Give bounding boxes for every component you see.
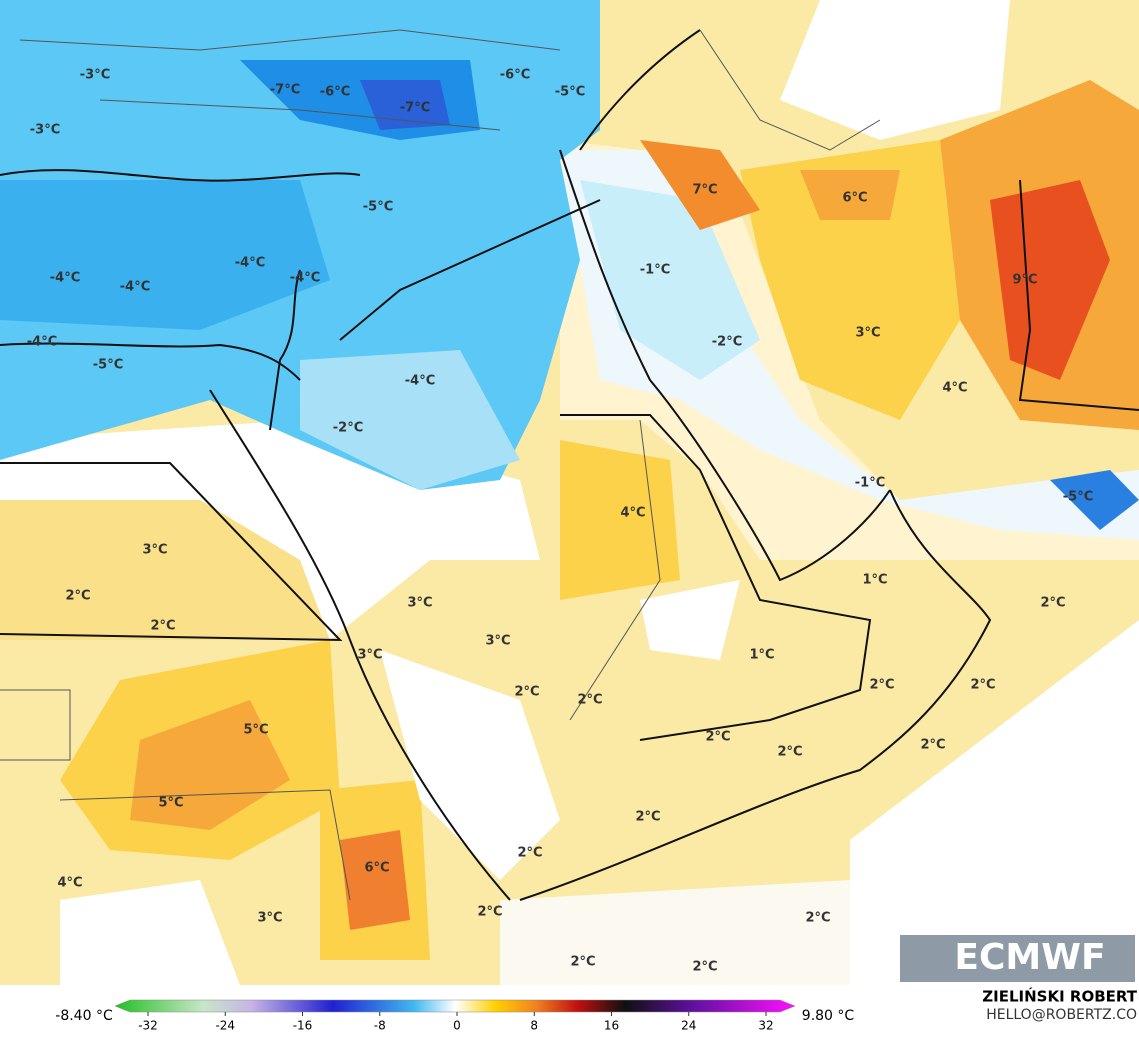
temperature-label: 2°C [65,589,90,604]
temperature-label: 2°C [692,960,717,975]
temperature-label: 2°C [570,955,595,970]
temperature-label: 9°C [1012,273,1037,288]
colorbar-bar [114,999,796,1013]
temperature-label: 3°C [257,911,282,926]
temperature-label: -4°C [235,256,265,271]
temperature-label: -6°C [320,85,350,100]
temperature-label: -7°C [270,83,300,98]
temperature-label: 1°C [749,648,774,663]
colorbar-tick-label: -32 [138,1019,158,1033]
colorbar-tick-label: 32 [758,1019,773,1033]
temperature-label: 6°C [842,191,867,206]
temperature-label: -3°C [80,68,110,83]
temperature-label: 2°C [805,911,830,926]
temperature-label: 4°C [620,506,645,521]
temperature-label: 7°C [692,183,717,198]
temperature-label: -4°C [50,271,80,286]
temperature-label: -5°C [1063,490,1093,505]
temperature-label: -1°C [640,263,670,278]
author: ZIELIŃSKI ROBERT [982,987,1137,1006]
colorbar-tick-label: -24 [215,1019,235,1033]
temperature-label: 3°C [855,326,880,341]
temperature-label: -3°C [30,123,60,138]
temperature-label: -5°C [555,85,585,100]
temperature-label: 2°C [517,846,542,861]
temperature-label: 5°C [158,796,183,811]
temperature-label: -5°C [93,358,123,373]
temperature-label: 2°C [577,693,602,708]
temperature-label: 6°C [364,861,389,876]
temperature-label: -2°C [333,421,363,436]
temperature-label: -5°C [363,200,393,215]
colorbar-tick-label: -8 [374,1019,386,1033]
temperature-label: 2°C [970,678,995,693]
temperature-label: 3°C [357,648,382,663]
temperature-label: 5°C [243,723,268,738]
colorbar-min: -8.40 °C [55,1008,113,1024]
map: -3°C -7°C -6°C -7°C -6°C -5°C -3°C -5°C -4°C -4°C… [0,0,1139,985]
temperature-label: 1°C [862,573,887,588]
temperature-label: 4°C [942,381,967,396]
temperature-label: 3°C [485,634,510,649]
temperature-label: -4°C [405,374,435,389]
temperature-label: 2°C [1040,596,1065,611]
logo-box [900,935,1135,982]
temperature-label: -6°C [500,68,530,83]
temperature-label: 2°C [514,685,539,700]
temperature-label: 2°C [635,810,660,825]
colorbar-tick-label: -16 [293,1019,313,1033]
temperature-label: 2°C [150,619,175,634]
colorbar-tick-label: 0 [453,1019,461,1033]
temperature-label: -4°C [27,335,57,350]
email: HELLO@ROBERTZ.CO [986,1007,1137,1023]
temperature-label: 2°C [869,678,894,693]
temperature-label: 2°C [920,738,945,753]
colorbar: -8.40 °C 9.80 °C -32 -24 -16 -8 0 8 16 24 32 [55,999,855,1033]
colorbar-tick-label: 8 [530,1019,538,1033]
colorbar-tick-label: 24 [681,1019,696,1033]
temperature-label: -1°C [855,476,885,491]
temperature-label: -4°C [290,271,320,286]
temperature-label: 3°C [142,543,167,558]
temperature-label: -7°C [400,101,430,116]
logo: ECMWF [954,937,1105,978]
temperature-label: 2°C [777,745,802,760]
colorbar-tick-label: 16 [604,1019,619,1033]
temperature-label: -2°C [712,335,742,350]
temperature-label: 2°C [705,730,730,745]
colorbar-max: 9.80 °C [802,1008,855,1024]
temperature-label: -4°C [120,280,150,295]
temperature-label: 4°C [57,876,82,891]
temperature-label: 2°C [477,905,502,920]
temperature-label: 3°C [407,596,432,611]
